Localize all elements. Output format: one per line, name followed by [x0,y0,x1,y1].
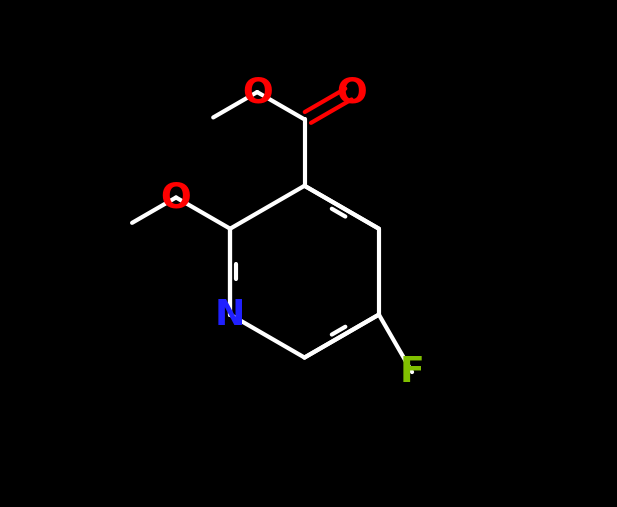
Text: F: F [400,355,424,389]
Text: O: O [160,180,191,214]
Text: N: N [215,298,246,332]
Text: O: O [336,75,367,109]
Text: O: O [242,75,273,109]
